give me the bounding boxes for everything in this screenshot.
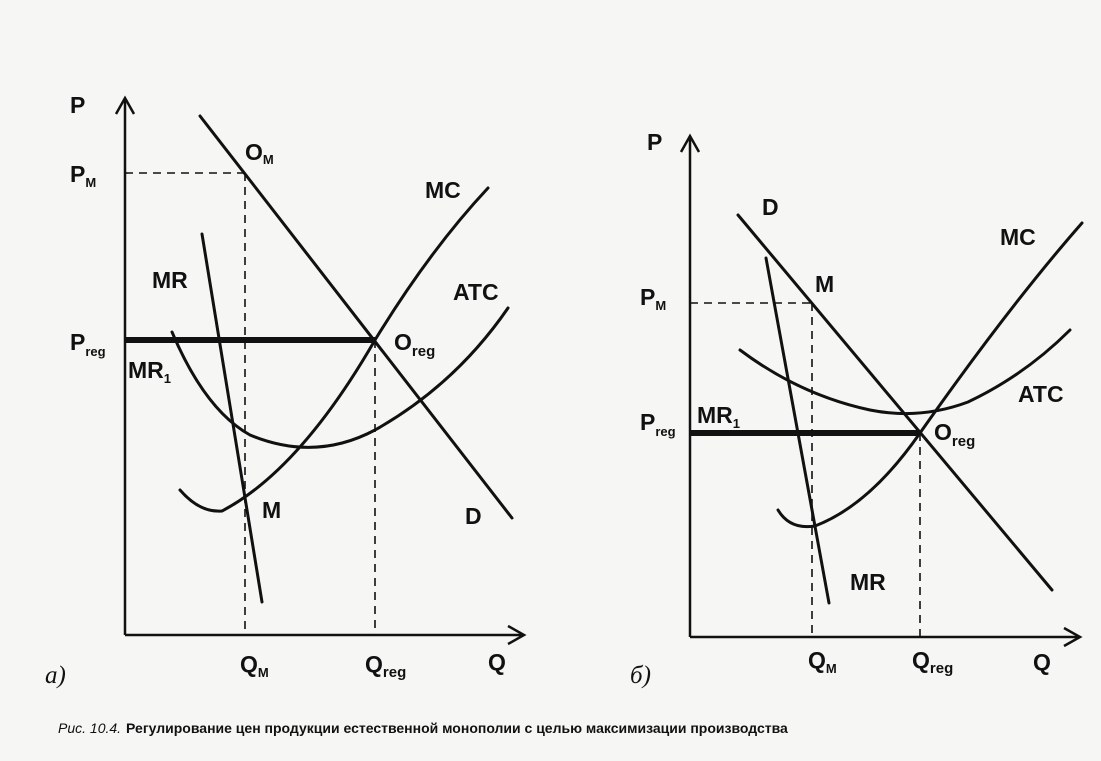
panel-b-mr-curve (764, 256, 831, 605)
panel-b-qreg-label: Qreg (912, 647, 953, 677)
panel-b-qm-label: QM (808, 647, 837, 676)
panel-b: P Q PM Preg MR1 D M MC ATC Oreg MR QM Qr… (630, 129, 1084, 689)
panel-b-axis-q-label: Q (1033, 649, 1051, 675)
panel-b-d-label: D (762, 194, 779, 220)
panel-a-mr-label: MR (152, 267, 188, 293)
figure-caption: Рис. 10.4. Регулирование цен продукции ес… (58, 720, 788, 736)
panel-a-mc-curve (178, 186, 490, 513)
panel-a-demand-curve (198, 114, 514, 520)
panel-b-letter: б) (630, 662, 651, 689)
panel-a-om-label: OM (245, 139, 274, 167)
panel-b-mr1-label: MR1 (697, 402, 740, 431)
panel-b-preg-label: Preg (640, 409, 676, 439)
caption-text: Регулирование цен продукции естественной… (126, 720, 788, 736)
panel-b-axis-p-label: P (647, 129, 662, 155)
panel-a-y-arrow (114, 95, 136, 115)
panel-b-m-label: M (815, 271, 834, 297)
panel-a-x-arrow (507, 624, 527, 646)
panel-b-atc-label: ATC (1018, 381, 1064, 407)
panel-b-y-arrow (679, 133, 701, 153)
panel-a-qreg-label: Qreg (365, 651, 406, 681)
panel-a-axis-p-label: P (70, 92, 85, 118)
panel-a-qm-label: QM (240, 651, 269, 680)
panel-b-atc-curve (738, 328, 1072, 416)
panel-b-x-arrow (1063, 626, 1083, 648)
panel-a-axis-q-label: Q (488, 649, 506, 675)
panel-a-mr1-label: MR1 (128, 357, 171, 386)
panel-a-pm-label: PM (70, 161, 96, 190)
panel-a-atc-curve (170, 306, 510, 449)
caption-prefix: Рис. 10.4. (58, 720, 121, 736)
panel-a-m-label: M (262, 497, 281, 523)
panel-a-atc-label: ATC (453, 279, 499, 305)
panel-a-letter: a) (45, 662, 66, 689)
panel-a-mr-curve (200, 232, 264, 604)
panel-b-pm-label: PM (640, 284, 666, 313)
panel-a-d-label: D (465, 503, 482, 529)
panel-b-demand-curve (736, 213, 1054, 592)
panel-a-oreg-label: Oreg (394, 329, 435, 360)
panel-a: P Q PM Preg MR1 OM Oreg MC ATC MR M D QM… (45, 92, 527, 689)
panel-b-mc-curve (776, 221, 1084, 529)
panel-b-mr-label: MR (850, 569, 886, 595)
panel-b-oreg-label: Oreg (934, 419, 975, 450)
panel-b-mc-label: MC (1000, 224, 1036, 250)
panel-a-mc-label: MC (425, 177, 461, 203)
panel-a-preg-label: Preg (70, 329, 106, 359)
